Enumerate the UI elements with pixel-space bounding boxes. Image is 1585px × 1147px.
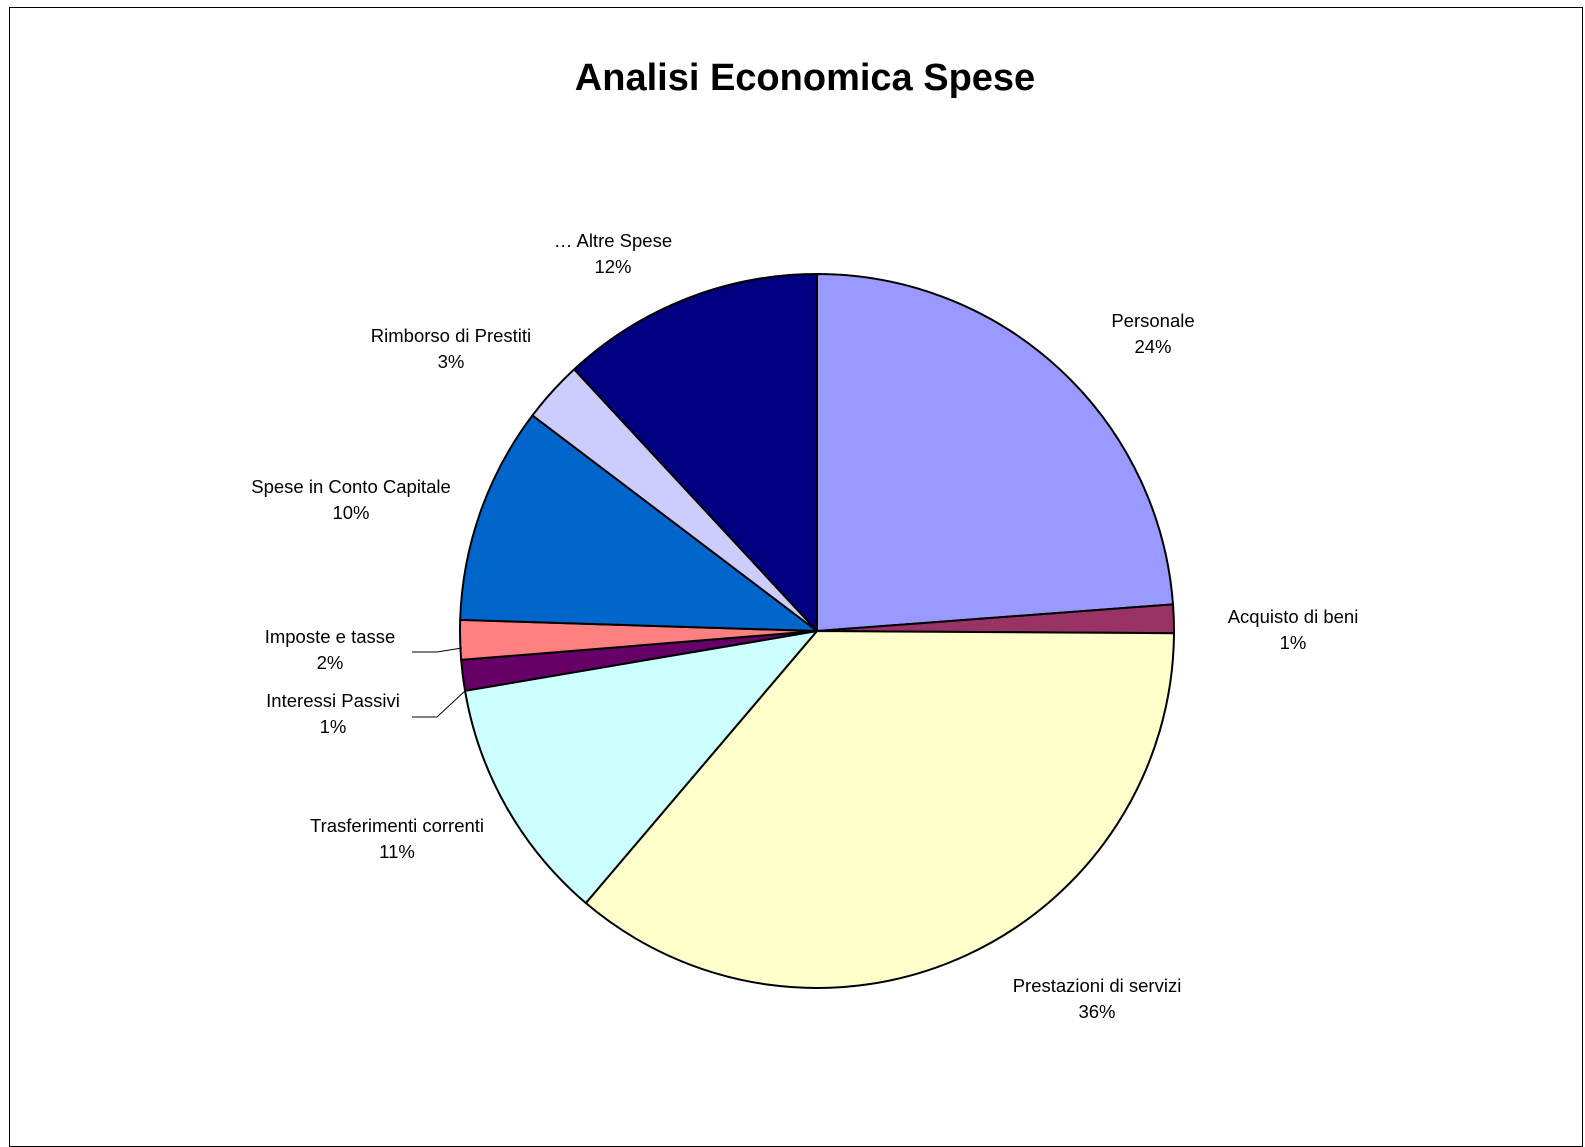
leader-line-interessi-passivi [412,689,467,718]
slice-percent-acquisto-di-beni: 1% [1280,632,1307,653]
leader-line-imposte-e-tasse [412,647,463,653]
pie-slice-personale [816,273,1174,632]
slice-percent-trasferimenti-correnti: 11% [379,841,415,862]
slice-percent-spese-in-conto-capitale: 10% [332,502,369,523]
slice-label-acquisto-di-beni: Acquisto di beni [1228,606,1359,627]
slice-percent-personale: 24% [1134,336,1171,357]
slice-label-personale: Personale [1111,310,1194,331]
slice-label-prestazioni-di-servizi: Prestazioni di servizi [1013,975,1182,996]
slice-label-altre-spese: … Altre Spese [554,230,672,251]
chart-title: Analisi Economica Spese [575,57,1035,99]
slice-label-interessi-passivi: Interessi Passivi [266,690,400,711]
slice-label-rimborso-di-prestiti: Rimborso di Prestiti [371,325,531,346]
slice-percent-altre-spese: 12% [594,256,631,277]
pie-slice-prestazioni-di-servizi [584,630,1175,989]
leader-lines [412,647,467,718]
slice-percent-interessi-passivi: 1% [320,716,347,737]
pie-slices [458,273,1175,989]
slice-percent-imposte-e-tasse: 2% [317,652,344,673]
slice-labels: Personale 24% Acquisto di beni 1% Prestazion… [251,230,1358,1022]
slice-label-imposte-e-tasse: Imposte e tasse [265,626,396,647]
pie-slice-spese-in-conto-capitale [459,414,818,632]
pie-slice-altre-spese [573,273,818,632]
pie-slice-trasferimenti-correnti [464,630,818,905]
slice-percent-rimborso-di-prestiti: 3% [438,351,465,372]
slice-label-spese-in-conto-capitale: Spese in Conto Capitale [251,476,451,497]
slice-label-trasferimenti-correnti: Trasferimenti correnti [310,815,484,836]
slice-percent-prestazioni-di-servizi: 36% [1078,1001,1115,1022]
